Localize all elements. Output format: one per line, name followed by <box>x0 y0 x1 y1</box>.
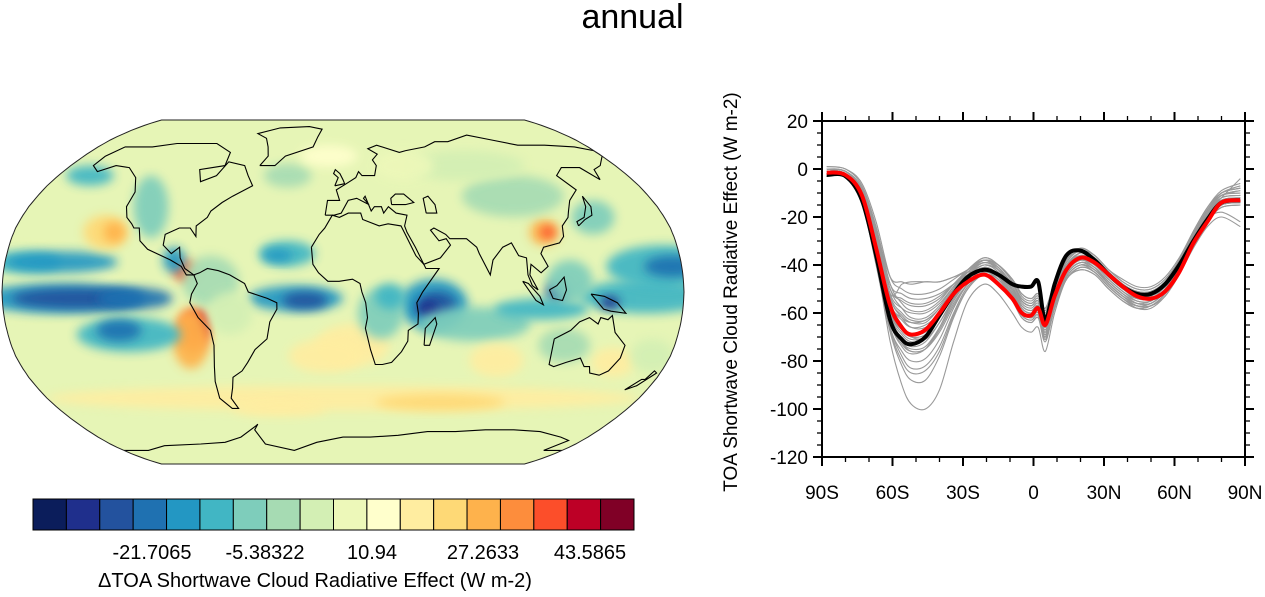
coastline-north-america <box>92 142 254 276</box>
field-anomaly-37 <box>47 385 639 411</box>
coastline-borneo <box>548 275 568 302</box>
colorbar-box-15 <box>533 498 568 531</box>
zonal-mean-chart: 20 0 -20 -40 -60 -80 -100 -120 90S 60S 30S 0 30N 60N 9… <box>721 92 1263 504</box>
field-anomaly-6 <box>644 255 684 278</box>
colorbar-title: ΔTOA Shortwave Cloud Radiative Effect (W… <box>98 570 532 592</box>
coastline-australia <box>548 314 626 376</box>
coastline-madagascar <box>423 316 438 346</box>
field-anomaly-47 <box>373 150 434 181</box>
colorbar-tick-label: 43.5865 <box>554 542 626 564</box>
field-anomaly-14 <box>172 309 210 369</box>
field-anomaly-36 <box>591 347 635 378</box>
y-tick-label: 0 <box>797 160 808 181</box>
colorbar-box-0 <box>32 498 67 531</box>
x-tick-label: 0 <box>1028 483 1039 504</box>
field-anomaly-45 <box>461 175 564 217</box>
field-anomaly-31 <box>494 298 589 320</box>
field-anomaly-8 <box>5 251 118 273</box>
y-tick-label: -100 <box>770 400 808 421</box>
series-group <box>826 166 1241 411</box>
series-line-observations <box>826 172 1241 347</box>
colorbar-box-8 <box>299 498 335 531</box>
colorbar-panel: -21.7065 -5.38322 10.94 27.2633 43.5865 ΔTOA… <box>0 490 690 592</box>
field-anomaly-22 <box>288 338 362 374</box>
colorbar-box-7 <box>266 498 301 531</box>
field-anomaly-41 <box>133 175 169 238</box>
field-anomaly-28 <box>375 283 406 310</box>
colorbar-box-4 <box>166 498 201 531</box>
field-anomaly-10 <box>103 221 126 243</box>
colorbar-box-17 <box>600 498 635 531</box>
colorbar-tick-label: 10.94 <box>347 542 397 564</box>
y-axis-label: TOA Shortwave Cloud Radiative Effect (W … <box>721 92 742 492</box>
field-anomaly-35 <box>469 343 524 378</box>
field-anomaly-30 <box>600 296 620 310</box>
y-tick-label: -80 <box>781 352 808 373</box>
field-anomaly-49 <box>630 338 674 374</box>
field-anomaly-44 <box>207 292 253 335</box>
x-tick-label: 90N <box>1228 483 1263 504</box>
colorbar-box-13 <box>466 498 501 531</box>
colorbar-box-10 <box>366 498 401 531</box>
y-tick-label: -120 <box>770 448 808 469</box>
colorbar-box-5 <box>199 498 234 531</box>
coastline-greenland <box>256 126 323 167</box>
map-border <box>1 119 685 465</box>
coastline-new-zealand <box>624 370 658 391</box>
field-anomaly-34 <box>540 225 556 239</box>
field-anomaly-32 <box>547 260 593 303</box>
colorbar-box-16 <box>566 498 602 531</box>
coastline-south-america <box>189 267 278 409</box>
field-anomaly-16 <box>96 319 142 342</box>
field-anomaly-46 <box>403 150 525 181</box>
coastline-britain <box>332 168 346 187</box>
colorbar-box-1 <box>65 498 101 531</box>
figure-title: annual <box>581 0 684 36</box>
field-anomaly-20 <box>262 249 293 263</box>
colorbar-tick-label: 27.2633 <box>447 542 519 564</box>
x-tick-label: 30S <box>946 483 980 504</box>
field-anomaly-51 <box>263 163 312 188</box>
x-tick-label: 90S <box>805 483 839 504</box>
series-line-multi-model-mean <box>826 170 1241 337</box>
field-anomaly-48 <box>571 200 615 235</box>
colorbar-box-2 <box>99 498 134 531</box>
zonal-mean-panel: 20 0 -20 -40 -60 -80 -100 -120 90S 60S 30S 0 30N 60N 9… <box>700 40 1265 592</box>
coastlines <box>92 126 658 451</box>
coastline-japan <box>576 195 593 227</box>
colorbar-box-3 <box>132 498 168 531</box>
colorbar-box-14 <box>499 498 535 531</box>
map-field <box>2 120 684 464</box>
y-tick-label: -40 <box>781 256 808 277</box>
global-map-panel <box>0 118 690 468</box>
field-anomaly-18 <box>282 292 328 310</box>
field-anomaly-52 <box>299 145 358 167</box>
coastline-antarctica <box>124 423 571 451</box>
field-anomaly-26 <box>418 306 531 342</box>
colorbar-tick-label: -21.7065 <box>113 542 192 564</box>
y-tick-label: 20 <box>787 112 808 133</box>
coastline-africa <box>310 212 441 366</box>
y-tick-label: -20 <box>781 208 808 229</box>
colorbar-tick-label: -5.38322 <box>226 542 305 564</box>
colorbar: -21.7065 -5.38322 10.94 27.2633 43.5865 ΔTOA… <box>32 498 635 592</box>
colorbar-box-11 <box>399 498 435 531</box>
x-tick-label: 30N <box>1087 483 1122 504</box>
x-tick-label: 60N <box>1157 483 1192 504</box>
coastline-eurasia <box>324 134 603 291</box>
colorbar-box-6 <box>232 498 268 531</box>
field-anomaly-3 <box>96 287 173 310</box>
coastline-black-sea <box>390 193 415 206</box>
robinson-map <box>1 119 685 465</box>
series-line-model-21 <box>826 168 1241 309</box>
coastline-new-guinea <box>590 293 628 315</box>
field-anomaly-38 <box>375 394 505 411</box>
field-anomaly-39 <box>232 400 328 417</box>
colorbar-box-9 <box>333 498 368 531</box>
coastline-caspian <box>422 195 438 214</box>
x-tick-label: 60S <box>876 483 910 504</box>
coastline-sumatra <box>522 280 545 307</box>
y-tick-label: -60 <box>781 304 808 325</box>
colorbar-box-12 <box>433 498 468 531</box>
